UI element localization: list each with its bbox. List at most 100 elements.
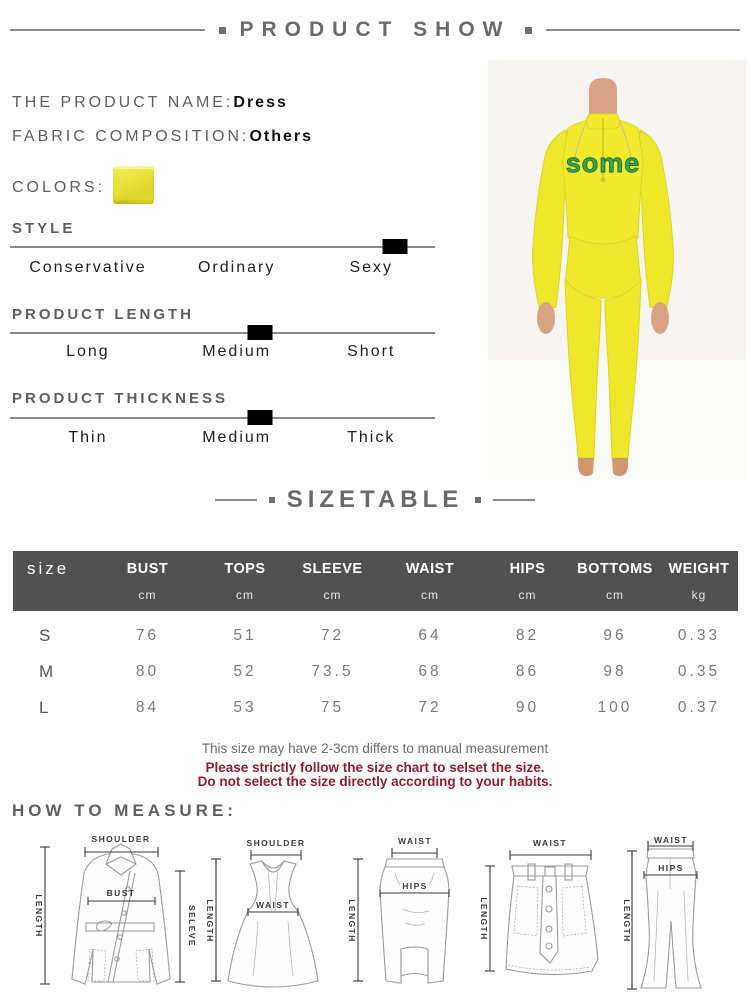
divider-line: [545, 29, 740, 31]
square-bullet-icon: [268, 497, 275, 503]
cell: 76: [135, 627, 160, 644]
mini-skirt-placket: [539, 875, 559, 964]
jacket-sleeve-label: SELEVE: [187, 905, 197, 947]
size-table-body: S 76 51 72 64 82 96 0.33 M 80 52 73.5 68…: [13, 618, 738, 726]
cell: 73.5: [311, 663, 354, 680]
size-table-head: size BUST TOPS SLEEVE WAIST HIPS BOTTOMS…: [13, 551, 738, 611]
size-label: M: [39, 662, 54, 681]
dress-neckline: [261, 860, 285, 873]
cell: 51: [233, 627, 257, 644]
cell: 86: [515, 663, 540, 680]
divider-line: [10, 29, 205, 31]
left-sleeve: [532, 129, 569, 311]
skirt-slit: [400, 949, 429, 977]
dress-shoulder-label: SHOULDER: [247, 838, 306, 848]
divider-line: [214, 499, 257, 501]
table-row: M 80 52 73.5 68 86 98 0.35: [13, 654, 738, 690]
mini-skirt-measure-diagram: WAIST LENGTH: [479, 838, 599, 976]
cell: 72: [320, 627, 345, 644]
pants-hips-label: HIPS: [658, 863, 683, 873]
style-title: STYLE: [12, 220, 76, 237]
shirt-logo-text: some: [566, 148, 641, 178]
length-option: Short: [347, 343, 396, 360]
size-table: size BUST TOPS SLEEVE WAIST HIPS BOTTOMS…: [13, 551, 738, 726]
cell: 52: [233, 663, 257, 680]
style-slider: [10, 239, 435, 254]
note-follow-chart: Please strictly follow the size chart to…: [205, 760, 545, 776]
mannequin-left-hand: [537, 302, 555, 334]
size-notes: This size may have 2-3cm differs to manu…: [0, 741, 750, 790]
column-header: TOPS: [224, 561, 266, 577]
cell: 0.35: [677, 663, 721, 680]
thickness-options: Thin Medium Thick: [10, 429, 435, 447]
style-option: Sexy: [349, 259, 394, 276]
right-sleeve: [637, 129, 674, 311]
square-bullet-icon: [475, 497, 482, 503]
table-row: L 84 53 75 72 90 100 0.37: [13, 690, 738, 726]
length-option: Medium: [202, 343, 272, 360]
pencil-skirt-measure-diagram: WAIST HIPS LENGTH: [347, 836, 450, 984]
unit-label: cm: [421, 588, 439, 602]
pants-length-label: LENGTH: [622, 899, 632, 942]
cell: 53: [233, 699, 257, 716]
dress-measure-diagram: SHOULDER LENGTH WAIST: [205, 838, 319, 988]
cell: 64: [418, 627, 442, 644]
square-bullet-icon: [524, 26, 532, 34]
unit-label: cm: [323, 588, 342, 602]
page-title: PRODUCT SHOW: [239, 18, 511, 41]
thickness-option: Medium: [202, 429, 272, 446]
jacket-measure-diagram: SHOULDER LENGTH BUST SELEVE: [34, 834, 197, 985]
length-marker: [247, 325, 273, 340]
pants-measure-diagram: WAIST HIPS LENGTH: [622, 835, 702, 990]
column-header: WAIST: [405, 561, 455, 577]
style-option: Conservative: [29, 259, 147, 276]
column-header: BOTTOMS: [577, 561, 653, 577]
thickness-marker: [247, 410, 273, 425]
note-measurement: This size may have 2-3cm differs to manu…: [201, 741, 549, 756]
table-row: S 76 51 72 64 82 96 0.33: [13, 618, 738, 654]
pants-waistband: [646, 848, 695, 859]
cell: 0.37: [677, 699, 721, 716]
colors-label: COLORS:: [12, 179, 106, 196]
product-name-row: THE PRODUCT NAME:Dress: [12, 94, 288, 112]
unit-label: cm: [236, 588, 254, 602]
fabric-value: Others: [249, 128, 314, 145]
thickness-option: Thin: [68, 429, 108, 446]
jacket-bust-label: BUST: [107, 888, 136, 898]
length-option: Long: [66, 343, 110, 360]
cell: 80: [135, 663, 160, 680]
column-header: BUST: [126, 561, 169, 577]
dress-waist-label: WAIST: [256, 900, 290, 910]
unit-label: cm: [518, 588, 537, 602]
size-label: S: [39, 626, 51, 645]
product-photo: some: [488, 60, 746, 480]
cell: 75: [320, 699, 345, 716]
cell: 90: [515, 699, 540, 716]
thickness-title: PRODUCT THICKNESS: [12, 390, 229, 407]
length-slider: [10, 325, 435, 340]
column-header: SLEEVE: [302, 561, 363, 577]
jacket-length-label: LENGTH: [34, 894, 44, 937]
how-to-measure-title: HOW TO MEASURE:: [12, 801, 237, 820]
mini-skirt-buckle: [544, 866, 556, 877]
cell: 72: [418, 699, 442, 716]
fabric-row: FABRIC COMPOSITION:Others: [12, 128, 313, 146]
cell: 100: [597, 699, 633, 716]
thickness-slider: [10, 410, 435, 425]
leggings-hip: [564, 235, 642, 299]
color-swatch-yellow: [113, 166, 155, 204]
mini-skirt-pockets: [507, 885, 591, 971]
product-name-value: Dress: [233, 94, 288, 111]
product-name-label: THE PRODUCT NAME:: [12, 94, 234, 111]
column-header: HIPS: [509, 561, 546, 577]
unit-label: cm: [606, 588, 624, 602]
length-options: Long Medium Short: [10, 343, 435, 361]
mannequin-right-hand: [651, 302, 669, 334]
cell: 84: [135, 699, 160, 716]
column-header: WEIGHT: [668, 561, 730, 577]
unit-label: kg: [691, 588, 707, 602]
left-legging: [564, 278, 602, 459]
pencil-skirt-waist-label: WAIST: [398, 836, 432, 846]
cell: 82: [515, 627, 540, 644]
